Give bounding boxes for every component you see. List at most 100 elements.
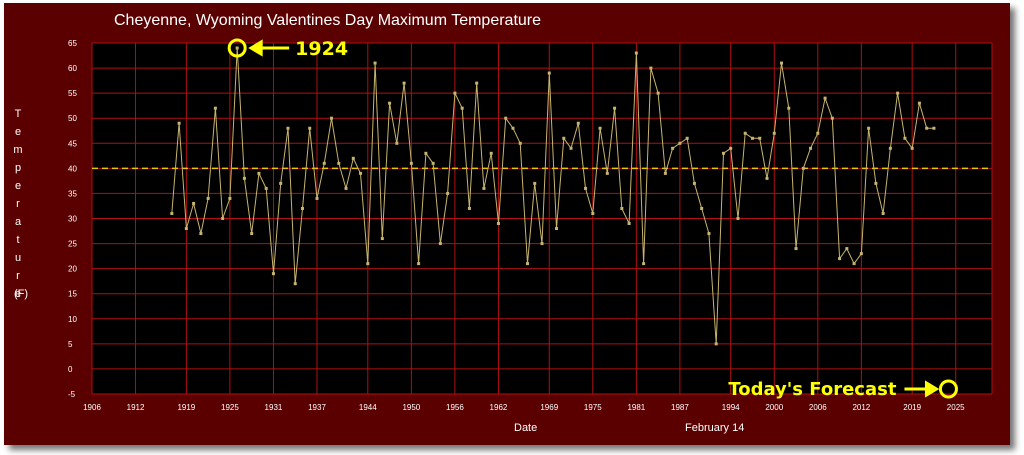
data-point [707,232,711,236]
y-tick-label: 45 [68,139,77,148]
data-point [315,196,319,200]
data-point [344,186,348,190]
data-point [809,146,813,150]
x-tick-label: 1994 [722,403,740,412]
y-tick-label: 40 [68,164,77,173]
data-point [867,126,871,130]
x-tick-label: 1956 [446,403,464,412]
data-point [300,206,304,210]
data-point [562,136,566,140]
annotation-forecast: Today's Forecast [728,379,958,400]
x-tick-label: 1906 [83,403,101,412]
x-tick-label: 2006 [809,403,827,412]
y-tick-label: 65 [68,39,77,48]
x-tick-label: 1975 [584,403,602,412]
y-axis-label: Temperature [13,108,22,300]
chart-title: Cheyenne, Wyoming Valentines Day Maximum… [114,12,541,29]
data-point [700,206,704,210]
data-point [692,181,696,185]
data-point [555,227,559,231]
data-point [714,342,718,346]
data-point [547,71,551,75]
data-point [780,61,784,65]
data-point [177,121,181,125]
chart-frame: Cheyenne, Wyoming Valentines Day Maximum… [4,3,1010,445]
data-point [881,211,885,215]
y-tick-label: -5 [68,390,76,399]
y-axis-label-char: u [15,252,21,264]
data-point [584,186,588,190]
arrow-right-icon [904,380,940,398]
data-point [293,282,297,286]
y-axis-label-char: t [16,234,19,246]
y-tick-label: 55 [68,89,77,98]
data-point [511,126,515,130]
y-tick-label: 30 [68,215,77,224]
data-point [330,116,334,120]
y-axis-label-char: T [15,108,22,120]
data-point [852,262,856,266]
data-point [242,176,246,180]
y-axis-label-char: r [16,198,20,210]
data-point [446,191,450,195]
data-point [460,106,464,110]
data-point [184,227,188,231]
x-tick-label: 1981 [627,403,645,412]
data-point [540,242,544,246]
x-tick-label: 2012 [852,403,870,412]
y-tick-label: 25 [68,240,77,249]
data-point [613,106,617,110]
data-point [467,206,471,210]
y-tick-label: 15 [68,290,77,299]
data-point [271,272,275,276]
y-tick-label: 0 [68,365,73,374]
data-point [642,262,646,266]
x-tick-label: 1987 [671,403,689,412]
data-point [279,181,283,185]
y-axis-label-char: e [15,126,21,138]
y-tick-label: 10 [68,315,77,324]
data-point [896,91,900,95]
data-point [417,262,421,266]
data-point [504,116,508,120]
y-axis-label-char: e [15,288,21,300]
data-point [598,126,602,130]
x-tick-label: 1931 [265,403,283,412]
y-axis-label-char: p [15,162,21,174]
data-point [395,141,399,145]
data-point [351,156,355,160]
data-point [859,252,863,256]
data-point [627,222,631,226]
y-axis-label-char: m [13,144,22,156]
data-point [221,217,225,220]
data-point [787,106,791,110]
x-tick-label: 2025 [947,403,965,412]
data-point [496,222,500,226]
x-tick-label: 1919 [177,403,195,412]
data-point [359,171,363,175]
data-point [823,96,827,100]
data-point [228,196,232,200]
y-tick-label: 50 [68,114,77,123]
data-point [170,211,174,215]
annotation-forecast-label: Today's Forecast [728,379,897,400]
data-point [729,146,733,150]
data-point [438,242,442,246]
data-point [874,181,878,185]
data-point [671,146,675,150]
forecast-circle-icon [938,379,958,399]
data-point [634,51,638,55]
x-tick-label: 1950 [402,403,420,412]
data-point [685,136,689,140]
data-point [845,247,849,251]
x-tick-label: 1925 [221,403,239,412]
data-point [569,146,573,150]
data-point [576,121,580,125]
data-point [373,61,377,65]
data-point [736,217,740,220]
x-tick-label: 1937 [308,403,326,412]
data-point [656,91,660,95]
y-axis-label-char: a [15,216,22,228]
data-point [816,131,820,135]
y-axis-label-char: r [16,270,20,282]
